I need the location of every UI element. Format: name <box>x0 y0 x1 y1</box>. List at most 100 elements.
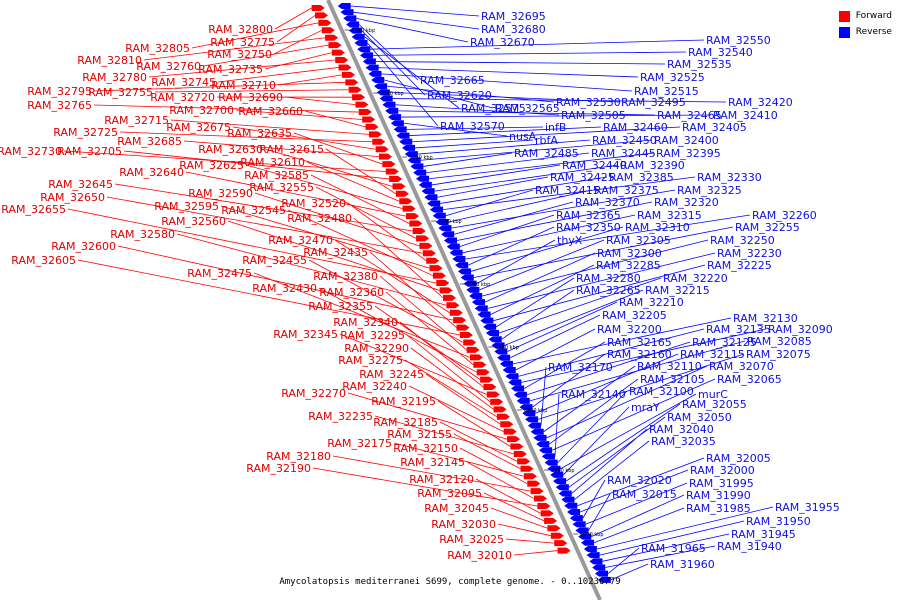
forward-gene-RAM_32745[interactable] <box>338 64 352 71</box>
reverse-gene-RAM_32525[interactable] <box>365 64 379 71</box>
forward-gene-label[interactable]: RAM_32120 <box>409 473 474 486</box>
forward-gene-RAM_32685[interactable] <box>379 153 393 160</box>
forward-gene-label[interactable]: RAM_32625 <box>179 159 244 172</box>
reverse-gene-RAM_32260[interactable] <box>452 255 466 262</box>
forward-gene-RAM_32650[interactable] <box>422 250 436 257</box>
forward-gene-label[interactable]: RAM_32745 <box>151 76 216 89</box>
forward-gene-label[interactable]: RAM_32175 <box>327 437 392 450</box>
reverse-gene-label[interactable]: RAM_32040 <box>649 423 714 436</box>
forward-gene-RAM_32625[interactable] <box>402 205 416 212</box>
forward-gene-RAM_32595[interactable] <box>429 265 443 272</box>
reverse-gene-label[interactable]: RAM_32220 <box>663 272 728 285</box>
forward-gene-label[interactable]: RAM_32730 <box>0 145 62 158</box>
reverse-gene-RAM_32385[interactable] <box>427 200 441 207</box>
forward-gene-RAM_32270[interactable] <box>507 436 521 443</box>
forward-gene-RAM_32235[interactable] <box>513 450 527 457</box>
forward-gene-RAM_32380[interactable] <box>466 346 480 353</box>
reverse-gene-RAM_32065[interactable] <box>539 447 553 454</box>
reverse-gene-label[interactable]: RAM_31965 <box>641 542 706 555</box>
forward-gene-label[interactable]: RAM_32650 <box>40 191 105 204</box>
reverse-gene-label[interactable]: RAM_32550 <box>706 34 771 47</box>
reverse-gene-RAM_32310[interactable] <box>457 268 471 275</box>
forward-gene-label[interactable]: RAM_32725 <box>53 126 118 139</box>
reverse-gene-RAM_32230[interactable] <box>474 305 488 312</box>
reverse-gene-RAM_32035[interactable] <box>561 496 575 503</box>
forward-gene-RAM_32750[interactable] <box>321 27 335 34</box>
forward-gene-label[interactable]: RAM_32645 <box>48 178 113 191</box>
forward-gene-RAM_32180[interactable] <box>530 488 544 495</box>
forward-gene-RAM_32360[interactable] <box>473 361 487 368</box>
reverse-gene-label[interactable]: RAM_32000 <box>690 464 755 477</box>
forward-gene-RAM_32455[interactable] <box>463 339 477 346</box>
forward-gene-RAM_32655[interactable] <box>436 280 450 286</box>
reverse-gene-label[interactable]: RAM_32465 <box>657 109 722 122</box>
reverse-gene-label[interactable]: RAM_32350 <box>556 221 621 234</box>
reverse-gene-label[interactable]: RAM_32265 <box>576 284 641 297</box>
reverse-gene-RAM_32450[interactable] <box>404 151 418 158</box>
forward-gene-label[interactable]: RAM_32245 <box>359 368 424 381</box>
forward-gene-RAM_32275[interactable] <box>496 413 510 420</box>
reverse-gene-label[interactable]: RAM_32170 <box>548 361 613 374</box>
reverse-gene-label[interactable]: RAM_32370 <box>575 196 640 209</box>
reverse-gene-RAM_32205[interactable] <box>497 354 511 361</box>
forward-gene-RAM_32240[interactable] <box>503 428 517 435</box>
forward-gene-label[interactable]: RAM_32760 <box>136 60 201 73</box>
reverse-gene-label[interactable]: RAM_32320 <box>654 196 719 209</box>
reverse-gene-label[interactable]: RAM_32505 <box>561 109 626 122</box>
forward-gene-label[interactable]: RAM_32155 <box>387 428 452 441</box>
reverse-gene-RAM_32050[interactable] <box>555 484 569 491</box>
reverse-gene-RAM_32410[interactable] <box>388 114 402 121</box>
forward-gene-label[interactable]: RAM_32295 <box>340 329 405 342</box>
forward-gene-label[interactable]: RAM_32480 <box>287 212 352 225</box>
reverse-gene-label[interactable]: RAM_32515 <box>634 85 699 98</box>
reverse-gene-RAM_32200[interactable] <box>502 367 516 374</box>
reverse-gene-label[interactable]: RAM_32315 <box>637 209 702 222</box>
forward-gene-label[interactable]: RAM_32585 <box>244 169 309 182</box>
reverse-gene-RAM_32530[interactable] <box>374 83 388 90</box>
reverse-gene-label[interactable]: RAM_32535 <box>667 58 732 71</box>
reverse-gene-label[interactable]: RAM_32140 <box>561 388 626 401</box>
forward-gene-RAM_32660[interactable] <box>365 123 379 130</box>
reverse-gene-label[interactable]: RAM_32215 <box>645 284 710 297</box>
reverse-gene-RAM_32665[interactable] <box>346 21 360 28</box>
reverse-gene-RAM_32285[interactable] <box>477 311 491 318</box>
reverse-gene-RAM_31965[interactable] <box>595 570 609 577</box>
forward-gene-RAM_32810[interactable] <box>325 34 339 41</box>
forward-gene-label[interactable]: RAM_32630 <box>198 143 263 156</box>
reverse-gene-label[interactable]: RAM_32210 <box>619 296 684 309</box>
reverse-gene-label[interactable]: RAM_32085 <box>747 335 812 348</box>
forward-gene-RAM_32795[interactable] <box>345 79 359 86</box>
forward-gene-RAM_32630[interactable] <box>392 183 406 190</box>
forward-gene-RAM_32585[interactable] <box>409 220 423 227</box>
reverse-gene-label[interactable]: RAM_32670 <box>470 36 535 49</box>
forward-gene-label[interactable]: RAM_32700 <box>169 104 234 117</box>
forward-gene-label[interactable]: RAM_32800 <box>208 23 273 36</box>
forward-gene-RAM_32045[interactable] <box>547 525 561 532</box>
reverse-gene-label[interactable]: RAM_32445 <box>591 147 656 160</box>
forward-gene-RAM_32560[interactable] <box>439 287 453 294</box>
forward-gene-RAM_32735[interactable] <box>331 49 345 56</box>
reverse-gene-label[interactable]: RAM_32115 <box>680 348 745 361</box>
forward-gene-RAM_32590[interactable] <box>419 242 433 249</box>
reverse-gene-label[interactable]: infB <box>545 121 566 134</box>
forward-gene-RAM_32640[interactable] <box>405 213 419 220</box>
reverse-gene-label[interactable]: RAM_32365 <box>556 209 621 222</box>
forward-gene-label[interactable]: RAM_32150 <box>393 442 458 455</box>
forward-gene-label[interactable]: RAM_32185 <box>373 416 438 429</box>
forward-gene-RAM_32245[interactable] <box>500 421 514 428</box>
forward-gene-RAM_32345[interactable] <box>486 391 500 398</box>
forward-gene-label[interactable]: RAM_32240 <box>342 380 407 393</box>
reverse-gene-label[interactable]: RAM_32090 <box>768 323 833 336</box>
reverse-gene-RAM_32160[interactable] <box>519 404 533 411</box>
reverse-gene-RAM_32400[interactable] <box>407 157 421 164</box>
reverse-gene-RAM_32505[interactable] <box>382 101 396 108</box>
forward-gene-RAM_32520[interactable] <box>426 257 440 264</box>
reverse-gene-RAM_32550[interactable] <box>357 46 371 53</box>
forward-gene-RAM_32700[interactable] <box>362 116 376 123</box>
reverse-gene-label[interactable]: RAM_32135 <box>706 323 771 336</box>
reverse-gene-RAM_32225[interactable] <box>480 317 494 324</box>
forward-gene-label[interactable]: RAM_32810 <box>77 54 142 67</box>
forward-gene-label[interactable]: RAM_32615 <box>259 143 324 156</box>
reverse-gene-nusA[interactable] <box>390 120 404 127</box>
reverse-gene-RAM_32280[interactable] <box>483 323 497 330</box>
